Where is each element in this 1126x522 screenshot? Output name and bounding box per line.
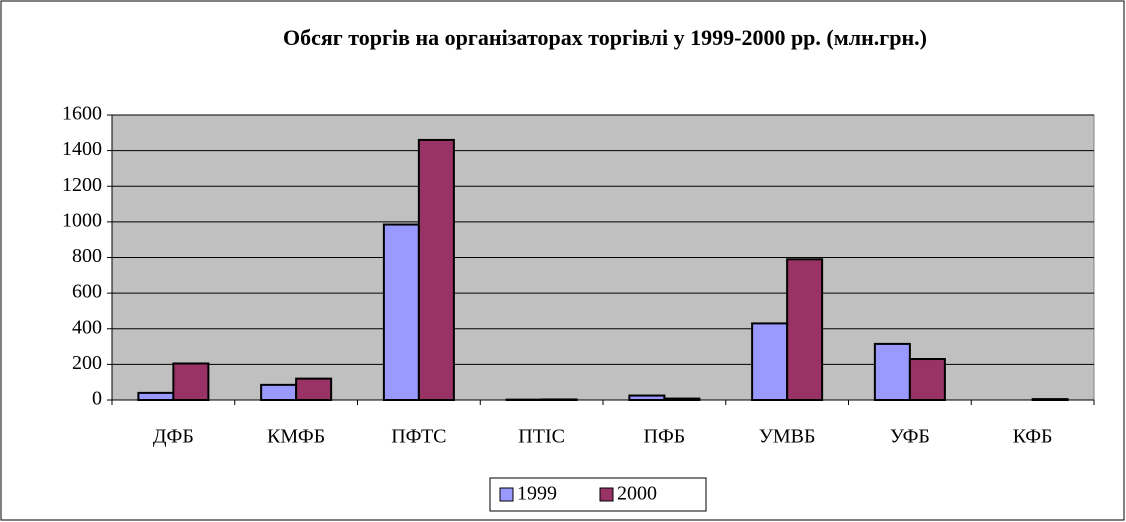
bar: [137, 391, 175, 401]
bar: [908, 358, 946, 401]
y-tick-label: 800: [72, 245, 102, 267]
x-tick-label: ПТІС: [518, 426, 565, 448]
y-tick-label: 1400: [62, 138, 102, 160]
x-tick-label: ПФБ: [644, 426, 686, 448]
legend-label: 2000: [617, 483, 657, 505]
bar: [628, 394, 666, 401]
y-tick-label: 200: [72, 352, 102, 374]
x-tick-label: УМВБ: [759, 426, 816, 448]
bar: [873, 342, 911, 401]
x-tick-label: ПФТС: [391, 426, 446, 448]
y-tick-label: 0: [92, 388, 102, 410]
bar: [751, 322, 789, 401]
y-tick-label: 1600: [62, 103, 102, 125]
x-tick-label: КМФБ: [267, 426, 325, 448]
legend-swatch: [599, 487, 614, 502]
bar: [382, 223, 420, 401]
legend-swatch: [499, 487, 514, 502]
bar: [786, 258, 824, 401]
bar: [663, 397, 701, 402]
bar: [260, 383, 298, 401]
bar: [1031, 398, 1069, 401]
x-tick-label: ДФБ: [153, 426, 194, 448]
bar: [172, 362, 210, 401]
bar: [540, 398, 578, 402]
x-tick-label: УФБ: [890, 426, 930, 448]
x-tick-label: КФБ: [1013, 426, 1053, 448]
bar: [417, 138, 455, 401]
chart-title: Обсяг торгів на організаторах торгівлі у…: [283, 25, 927, 50]
legend-label: 1999: [517, 483, 557, 505]
y-tick-label: 1200: [62, 174, 102, 196]
y-tick-label: 600: [72, 281, 102, 303]
legend-box: [489, 477, 707, 512]
y-tick-label: 1000: [62, 209, 102, 231]
y-tick-label: 400: [72, 316, 102, 338]
bar: [295, 377, 333, 401]
